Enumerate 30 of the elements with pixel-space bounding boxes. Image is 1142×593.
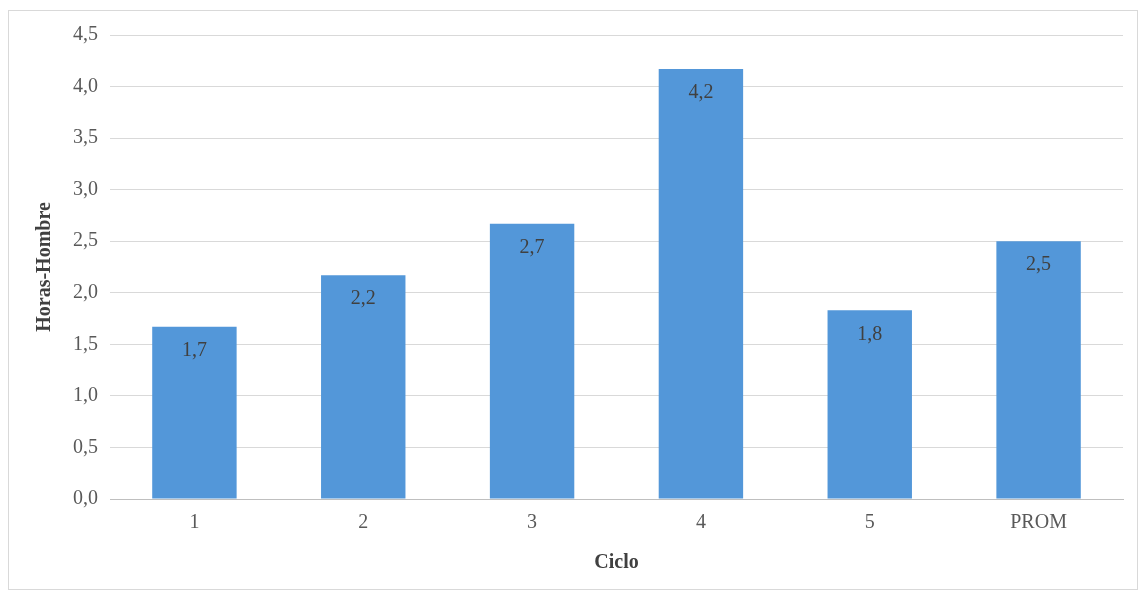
data-label: 2,5 [1026,252,1052,275]
x-tick-label: 1 [189,510,200,533]
data-label: 4,2 [688,80,714,103]
y-axis-title: Horas-Hombre [32,202,55,332]
x-axis-title: Ciclo [594,550,639,573]
x-tick-label: PROM [1010,510,1068,533]
data-label: 1,7 [181,338,207,361]
y-tick-label: 3,5 [73,125,98,148]
x-tick-label: 2 [358,510,369,533]
y-tick-label: 2,0 [73,280,98,303]
data-label: 1,8 [857,321,883,344]
x-tick-label: 3 [527,510,538,533]
bar [152,326,237,499]
y-tick-label: 4,5 [73,22,98,45]
data-label: 2,2 [350,286,376,309]
x-tick-label: 4 [695,510,706,533]
bar [321,275,406,499]
bar [489,223,575,499]
bar [996,241,1081,499]
y-tick-label: 0,5 [73,434,98,457]
y-tick-label: 1,0 [73,383,98,406]
y-tick-label: 4,0 [73,73,98,96]
y-tick-label: 2,5 [73,228,98,251]
bar [658,69,744,499]
y-tick-label: 1,5 [73,331,98,354]
data-label: 2,7 [519,234,545,257]
y-tick-label: 0,0 [73,486,98,509]
y-tick-label: 3,0 [73,176,98,199]
bar [827,310,912,499]
x-tick-label: 5 [864,510,875,533]
